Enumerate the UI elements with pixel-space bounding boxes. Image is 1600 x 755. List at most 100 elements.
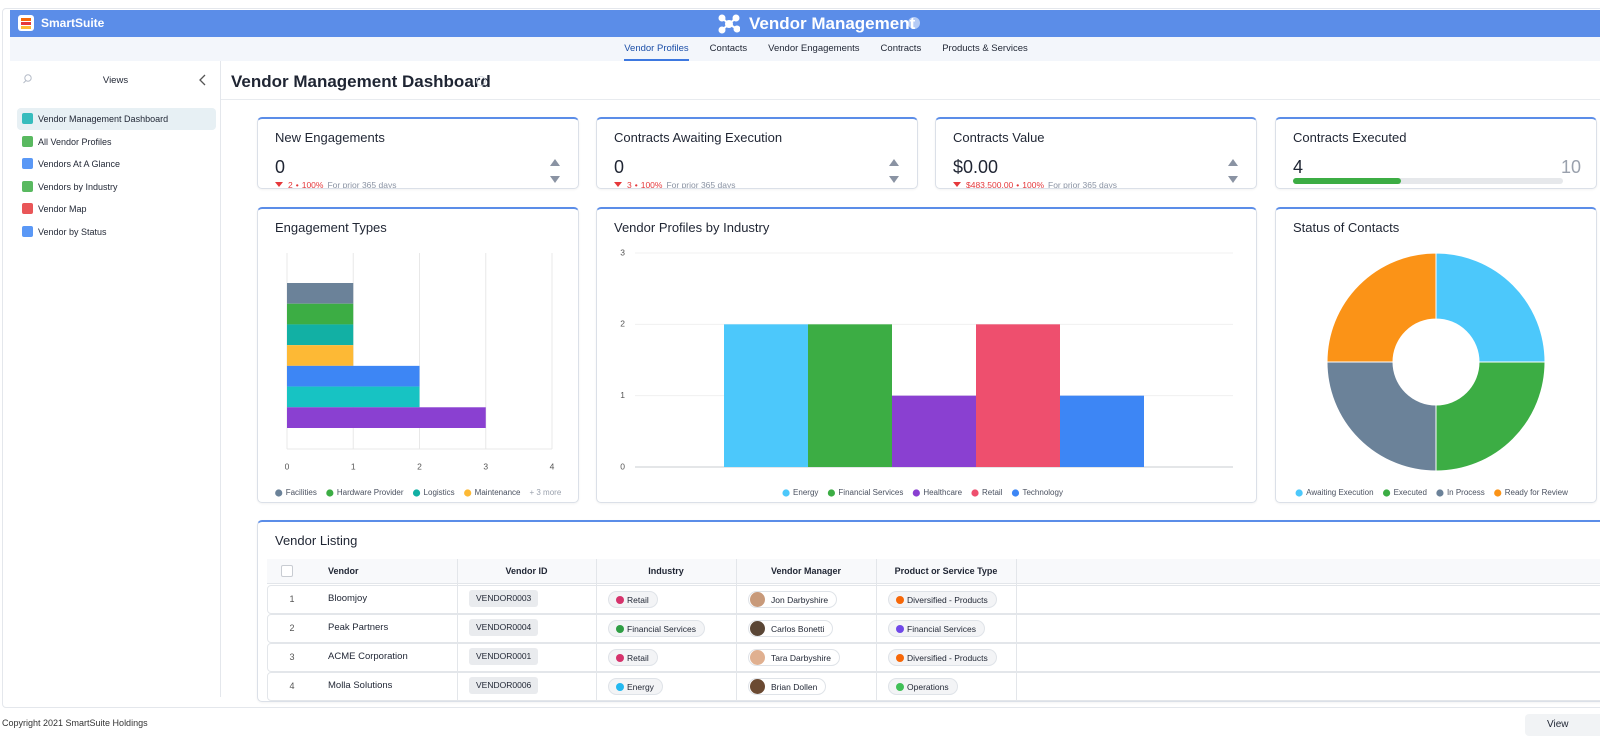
vendor-name: Bloomjoy [328, 593, 368, 604]
bar [287, 303, 354, 325]
column-divider [736, 559, 737, 701]
legend: Awaiting Execution Executed In Process Read… [1295, 488, 1568, 497]
product-chip: Operations [888, 678, 958, 695]
avatar [750, 650, 765, 665]
kpi-value: 0 [275, 157, 286, 177]
view-item[interactable]: Vendors by Industry [17, 176, 216, 198]
y-tick-label: 2 [620, 319, 625, 329]
sort-arrows[interactable] [1228, 157, 1238, 185]
y-tick-label: 3 [620, 247, 625, 257]
legend-label: Ready for Review [1505, 488, 1568, 497]
row-number: 3 [289, 652, 295, 662]
column-header: Vendor Manager [770, 566, 842, 576]
logo [18, 15, 34, 31]
y-tick-label: 0 [620, 461, 625, 471]
sort-arrows[interactable] [550, 157, 560, 185]
app-name: SmartSuite [41, 16, 105, 30]
view-item[interactable]: Vendor Map [17, 198, 216, 220]
kpi-value: 4 [1293, 157, 1304, 177]
share-icon[interactable] [476, 76, 486, 86]
sidebar-title: Views [102, 75, 129, 86]
column-header: Product or Service Type [894, 566, 998, 576]
collapse-icon[interactable] [198, 74, 208, 86]
tab[interactable]: Vendor Profiles [624, 37, 690, 61]
industry-label: Energy [627, 682, 654, 692]
legend-swatch [1382, 489, 1391, 497]
industry-chip: Retail [608, 649, 658, 666]
column-header: Industry [648, 566, 684, 576]
divider [221, 99, 1600, 100]
progress-track [1293, 178, 1563, 184]
search-icon[interactable] [22, 73, 34, 85]
column-divider [876, 559, 877, 701]
kpi-percent: 100% [1013, 180, 1044, 188]
manager-name: Carlos Bonetti [771, 624, 825, 634]
vendor-name: ACME Corporation [328, 651, 408, 662]
view-item[interactable]: Vendor Management Dashboard [17, 108, 216, 130]
product-chip: Diversified - Products [888, 649, 997, 666]
view-item[interactable]: Vendors At A Glance [17, 153, 216, 175]
view-item[interactable]: All Vendor Profiles [17, 131, 216, 153]
kpi-delta: $483,500.00 [966, 180, 1014, 189]
vendor-id: VENDOR0004 [469, 619, 539, 636]
bar [287, 324, 354, 346]
industry-label: Retail [627, 653, 649, 663]
product-label: Operations [907, 682, 949, 692]
tab[interactable]: Contacts [709, 43, 748, 54]
view-icon [22, 180, 33, 192]
legend-swatch [1494, 489, 1502, 497]
product-dot [896, 683, 904, 691]
view-item[interactable]: Vendor by Status [17, 221, 216, 243]
chart: 0 1 2 3 4 Facilities Hardware Provider Logistic… [275, 253, 562, 497]
kpi-change: $483,500.00100% For prior 365 days [953, 180, 1117, 189]
chart-card: Status of Contacts Awaiting Execution Exec… [1275, 207, 1597, 503]
down-arrow [953, 182, 961, 187]
manager-name: Brian Dollen [771, 682, 818, 692]
y-tick-label: 1 [620, 390, 625, 400]
sidebar: Views Vendor Management Dashboard All Ven… [10, 61, 221, 697]
tab[interactable]: Vendor Engagements [768, 43, 860, 54]
legend-swatch [326, 489, 334, 497]
app-icon [718, 14, 740, 34]
checkbox[interactable] [281, 565, 293, 577]
row-number: 4 [289, 681, 295, 691]
bar [287, 283, 354, 304]
sort-arrows[interactable] [889, 157, 899, 185]
app-title: Vendor Management [749, 14, 916, 33]
bar [287, 407, 486, 428]
progress-fill [1293, 178, 1401, 184]
legend-swatch [412, 489, 421, 497]
legend: Energy Financial Services Healthcare Retail… [782, 488, 1063, 497]
info-icon[interactable] [908, 17, 920, 29]
view-button[interactable]: View [1525, 714, 1600, 736]
x-tick-label: 2 [417, 461, 422, 471]
tab[interactable]: Products & Services [942, 43, 1028, 54]
tab[interactable]: Contracts [880, 43, 922, 54]
tab-bar: Vendor Profiles Contacts Vendor Engagement… [10, 37, 1600, 61]
view-icon [22, 113, 33, 124]
avatar [750, 679, 765, 694]
legend-label: In Process [1447, 488, 1485, 497]
bar [1060, 395, 1144, 467]
chart-card: Vendor Profiles by Industry 0 1 2 3 Energy Fin… [596, 207, 1257, 503]
industry-label: Retail [627, 595, 649, 605]
kpi-title: New Engagements [275, 130, 385, 145]
column-divider [457, 559, 458, 701]
table-row [267, 614, 1600, 643]
donut-slice [1326, 361, 1437, 472]
industry-label: Financial Services [627, 624, 696, 634]
table-card: Vendor Listing Vendor Vendor ID Industry Ven… [257, 520, 1600, 702]
kpi-value: 0 [614, 157, 625, 177]
view-label: Vendors by Industry [38, 181, 118, 192]
manager-name: Jon Darbyshire [771, 595, 829, 605]
kpi-period: For prior 365 days [1048, 180, 1117, 189]
legend-swatch [912, 489, 920, 497]
legend-label: Retail [982, 488, 1003, 497]
kpi-period: For prior 365 days [666, 180, 736, 189]
legend-label: Financial Services [838, 488, 903, 497]
vendor-name: Molla Solutions [328, 680, 393, 691]
chart-title: Status of Contacts [1293, 220, 1400, 235]
kpi-card: Contracts Awaiting Execution03100%For pr… [596, 117, 918, 189]
manager-name: Tara Darbyshire [771, 653, 831, 663]
bar [287, 345, 354, 366]
